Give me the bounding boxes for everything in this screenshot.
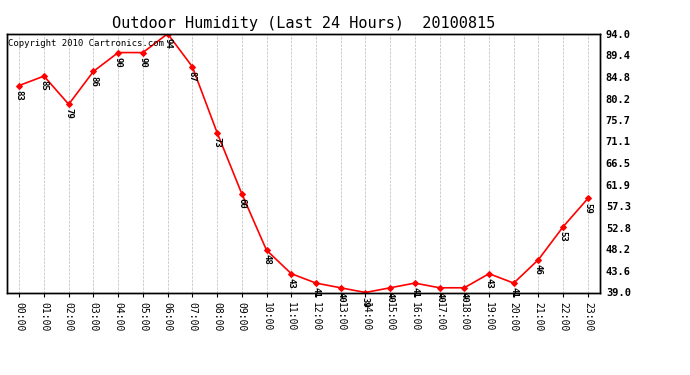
- Text: 46: 46: [534, 264, 543, 274]
- Text: 83: 83: [14, 90, 23, 101]
- Text: 40: 40: [336, 292, 345, 303]
- Text: 40: 40: [460, 292, 469, 303]
- Text: 94: 94: [163, 38, 172, 49]
- Text: 41: 41: [509, 287, 518, 298]
- Text: 60: 60: [237, 198, 246, 208]
- Text: 41: 41: [411, 287, 420, 298]
- Text: 43: 43: [287, 278, 296, 289]
- Text: 40: 40: [386, 292, 395, 303]
- Text: 41: 41: [311, 287, 320, 298]
- Text: 43: 43: [484, 278, 493, 289]
- Text: 53: 53: [559, 231, 568, 242]
- Text: 59: 59: [584, 202, 593, 213]
- Text: 87: 87: [188, 71, 197, 82]
- Text: 73: 73: [213, 137, 221, 147]
- Text: 86: 86: [89, 75, 98, 86]
- Text: 39: 39: [361, 297, 370, 307]
- Text: 40: 40: [435, 292, 444, 303]
- Text: 85: 85: [39, 80, 48, 91]
- Text: 79: 79: [64, 108, 73, 119]
- Text: Copyright 2010 Cartronics.com: Copyright 2010 Cartronics.com: [8, 39, 164, 48]
- Text: 90: 90: [114, 57, 123, 68]
- Text: 90: 90: [139, 57, 148, 68]
- Title: Outdoor Humidity (Last 24 Hours)  20100815: Outdoor Humidity (Last 24 Hours) 2010081…: [112, 16, 495, 31]
- Text: 48: 48: [262, 254, 271, 265]
